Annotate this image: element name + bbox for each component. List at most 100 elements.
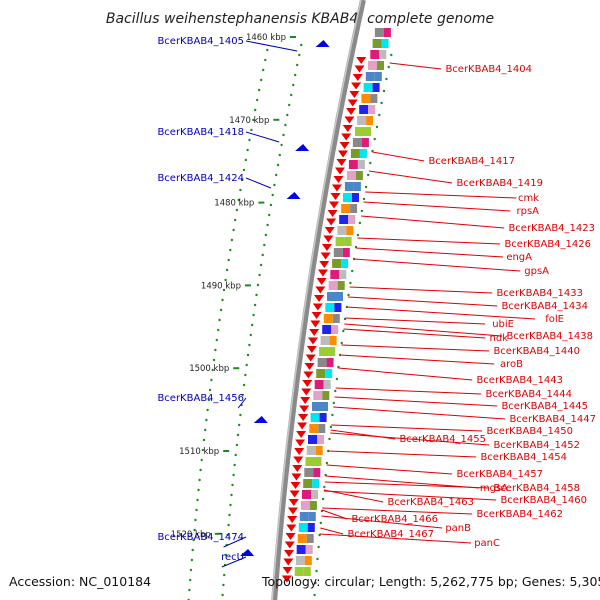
gene-block: [359, 105, 369, 114]
gene-block: [294, 567, 304, 576]
reverse-gene-arrow: [330, 193, 341, 200]
gene-block: [379, 50, 387, 59]
label-leader-line: [357, 237, 501, 245]
gene-label: gpsA: [524, 266, 549, 277]
spacer-dot: [362, 197, 366, 201]
gene-block: [372, 83, 380, 92]
spacer-dot: [256, 283, 260, 287]
gene-block: [334, 303, 342, 312]
spacer-dot: [239, 413, 242, 417]
gene-block: [311, 490, 318, 499]
spacer-dot: [273, 183, 276, 187]
spacer-dots: [187, 43, 393, 600]
gene-block: [332, 259, 342, 268]
spacer-dot: [212, 358, 216, 362]
gene-label: BcerKBAB4_1418: [157, 127, 244, 138]
reverse-gene-arrow: [336, 159, 347, 166]
spacer-dot: [360, 209, 364, 213]
spacer-dot: [351, 269, 354, 273]
reverse-gene-arrow: [329, 201, 340, 209]
label-leader-line: [338, 367, 473, 381]
spacer-dot: [219, 308, 223, 312]
gene-block: [357, 160, 365, 169]
gene-block: [314, 380, 324, 389]
gene-block: [359, 149, 367, 158]
reverse-gene-arrow: [334, 167, 345, 175]
spacer-dot: [317, 545, 320, 549]
spacer-dot: [286, 113, 289, 117]
genome-title: Bacillus weihenstephanensis KBAB4, compl…: [106, 11, 494, 27]
gene-block: [336, 292, 343, 301]
spacer-dot: [380, 101, 383, 105]
spacer-dot: [314, 581, 317, 585]
kbp-label: 1490 kbp: [201, 281, 241, 291]
gene-block: [328, 281, 338, 290]
reverse-gene-arrow: [314, 295, 325, 302]
label-leader-line: [368, 170, 453, 184]
spacer-dot: [239, 188, 242, 192]
gene-block: [304, 556, 312, 565]
gene-block: [344, 182, 354, 191]
gene-block: [355, 127, 364, 136]
forward-gene-arrow: [253, 416, 268, 423]
gene-block: [309, 424, 319, 433]
gene-block: [343, 193, 352, 202]
spacer-dot: [234, 218, 237, 222]
spacer-dot: [235, 443, 239, 447]
spacer-dot: [342, 329, 345, 333]
gene-label: BcerKBAB4_1447: [509, 414, 596, 425]
spacer-dot: [224, 553, 228, 557]
spacer-dot: [385, 77, 388, 81]
gene-label: BcerKBAB4_1404: [445, 64, 532, 75]
right-gene-labels: BcerKBAB4_1404 BcerKBAB4_1417 BcerKBAB4_14…: [319, 62, 596, 549]
spacer-dot: [313, 593, 316, 597]
spacer-dot: [201, 448, 205, 452]
kbp-label: 1520 kbp: [171, 530, 211, 540]
gene-block: [305, 457, 315, 466]
spacer-dot: [230, 493, 233, 497]
spacer-dot: [214, 348, 217, 352]
spacer-dot: [263, 243, 266, 247]
reverse-gene-arrow: [301, 388, 312, 396]
label-leader-line: [344, 323, 503, 337]
reverse-gene-arrow: [338, 150, 349, 158]
gene-block: [304, 468, 314, 477]
reverse-gene-arrow: [323, 235, 334, 243]
label-leader-line: [343, 328, 486, 339]
spacer-dot: [248, 138, 251, 142]
gene-block: [327, 292, 336, 301]
spacer-dot: [218, 318, 221, 322]
spacer-dot: [315, 569, 318, 573]
gene-block: [352, 138, 362, 147]
spacer-dot: [244, 158, 247, 162]
kbp-ticks: 1460 kbp 1470 kbp 1480 kbp 1490 kbp 1500 kbp…: [171, 33, 297, 540]
spacer-dot: [222, 583, 225, 587]
gene-block: [366, 116, 374, 125]
spacer-dot: [278, 153, 281, 157]
gene-label: BcerKBAB4_1444: [485, 389, 572, 400]
reverse-gene-arrow: [289, 490, 300, 498]
gene-block: [370, 94, 378, 103]
spacer-dot: [232, 228, 235, 232]
spacer-dot: [189, 578, 192, 582]
reverse-gene-arrow: [310, 320, 321, 328]
gene-block: [361, 94, 371, 103]
reverse-gene-arrow: [288, 499, 299, 506]
reverse-gene-arrow: [351, 82, 362, 90]
gene-block: [306, 446, 316, 455]
reverse-gene-arrow: [326, 218, 337, 226]
label-leader-line: [361, 215, 505, 229]
gene-block: [337, 226, 347, 235]
spacer-dot: [207, 398, 210, 402]
spacer-dot: [235, 208, 239, 212]
gene-block: [337, 281, 345, 290]
reverse-gene-arrow: [293, 456, 304, 464]
label-leader-line: [339, 354, 495, 365]
gene-label: BcerKBAB4_1450: [486, 426, 573, 437]
label-leader-line: [221, 556, 247, 568]
spacer-dot: [244, 373, 247, 377]
gene-block: [374, 72, 382, 81]
reverse-gene-arrow: [316, 278, 327, 285]
reverse-gene-arrow: [294, 448, 305, 455]
